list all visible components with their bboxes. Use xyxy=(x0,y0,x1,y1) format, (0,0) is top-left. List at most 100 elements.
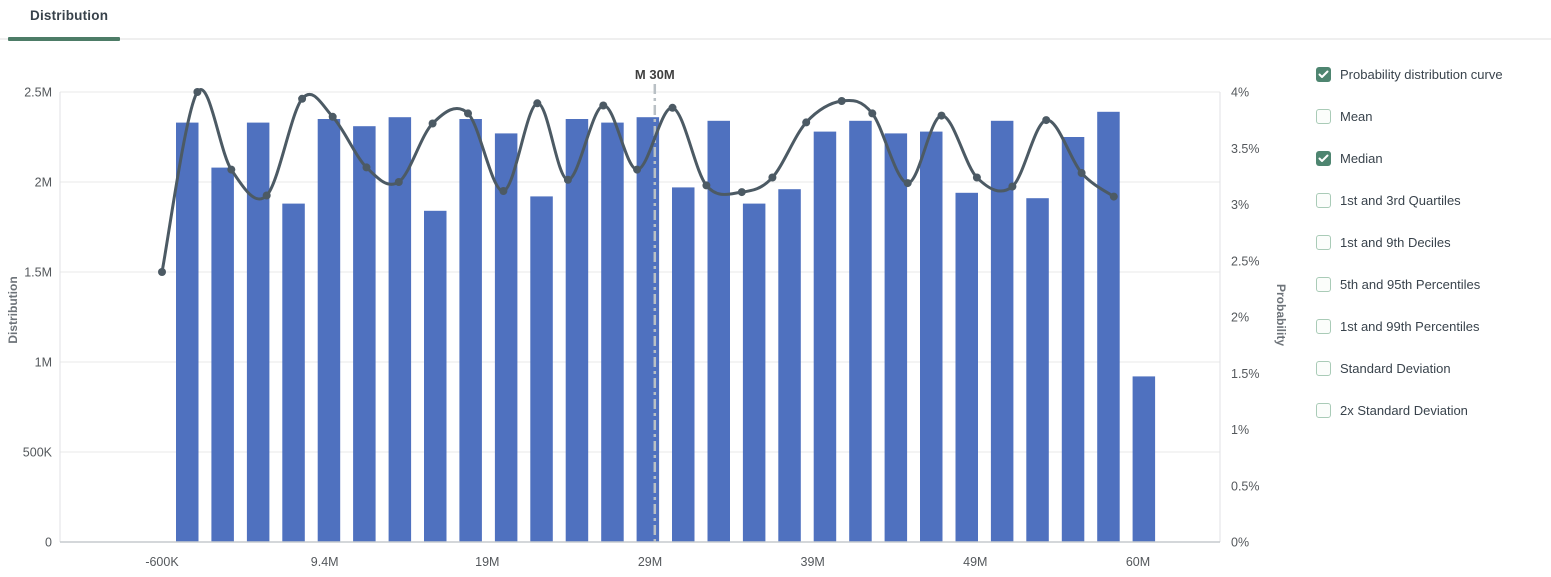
x-tick-label: 60M xyxy=(1126,555,1150,569)
legend-item[interactable]: 5th and 95th Percentiles xyxy=(1316,276,1503,292)
histogram-bar xyxy=(282,203,305,542)
legend-item-label: 1st and 9th Deciles xyxy=(1340,234,1451,250)
x-tick-label: 29M xyxy=(638,555,662,569)
legend-item[interactable]: 1st and 99th Percentiles xyxy=(1316,318,1503,334)
histogram-bar xyxy=(176,122,199,542)
y-right-tick-label: 0.5% xyxy=(1231,479,1260,493)
checkbox-unchecked-icon[interactable] xyxy=(1316,402,1331,418)
checkbox-unchecked-icon[interactable] xyxy=(1316,108,1331,124)
distribution-chart: M 30M 0 500K 1M 1.5M 2M 2.5M 0% 0.5% 1% 1.5% 2% 2.5%… xyxy=(23,67,1260,569)
legend-item-label: Standard Deviation xyxy=(1340,360,1451,376)
y-axis-title-probability: Probability xyxy=(1274,283,1288,346)
active-tab-underline xyxy=(8,37,120,41)
legend-item-label: 1st and 99th Percentiles xyxy=(1340,318,1480,334)
y-right-tick-label: 3% xyxy=(1231,198,1249,212)
curve-point xyxy=(633,165,642,174)
curve-point xyxy=(1077,169,1086,177)
histogram-bar xyxy=(955,192,978,543)
histogram-bar xyxy=(211,167,234,542)
checkbox-unchecked-icon[interactable] xyxy=(1316,318,1331,334)
histogram-bar xyxy=(494,133,518,542)
legend-item-label: 2x Standard Deviation xyxy=(1340,402,1468,418)
histogram-bar xyxy=(707,120,730,543)
y-right-tick-label: 1% xyxy=(1231,423,1249,437)
curve-point xyxy=(193,88,202,96)
legend-item[interactable]: 1st and 9th Deciles xyxy=(1316,234,1503,250)
legend-item[interactable]: Probability distribution curve xyxy=(1316,66,1503,82)
y-left-tick-label: 1.5M xyxy=(24,266,52,280)
checkbox-checked-icon[interactable] xyxy=(1316,66,1331,82)
curve-point xyxy=(768,173,777,182)
curve-point xyxy=(802,118,811,127)
legend-item[interactable]: 1st and 3rd Quartiles xyxy=(1316,192,1503,208)
legend-item-label: Mean xyxy=(1340,108,1373,124)
checkbox-checked-icon[interactable] xyxy=(1316,150,1331,166)
histogram-bar xyxy=(459,119,482,542)
histogram-bar xyxy=(565,119,589,542)
y-right-tick-label: 0% xyxy=(1231,536,1249,550)
curve-point xyxy=(1042,116,1051,125)
histogram-bar xyxy=(424,210,447,543)
histogram-bar xyxy=(813,131,837,542)
histogram-bar xyxy=(317,119,341,542)
histogram-bar xyxy=(778,189,801,542)
curve-point xyxy=(737,188,746,197)
curve-point xyxy=(227,165,236,174)
y-axis-title-distribution: Distribution xyxy=(6,276,20,344)
histogram-bar xyxy=(1026,198,1049,542)
histogram-bar xyxy=(920,131,943,542)
checkbox-unchecked-icon[interactable] xyxy=(1316,276,1331,292)
curve-point xyxy=(394,178,403,186)
check-icon xyxy=(1318,70,1329,78)
histogram-bar xyxy=(388,117,412,542)
histogram-bar xyxy=(353,126,376,542)
curve-point xyxy=(328,112,337,121)
tab-distribution[interactable]: Distribution xyxy=(30,8,109,23)
y-left-tick-label: 2.5M xyxy=(24,86,52,100)
checkbox-unchecked-icon[interactable] xyxy=(1316,192,1331,208)
y-right-tick-label: 1.5% xyxy=(1231,367,1260,381)
legend-item[interactable]: 2x Standard Deviation xyxy=(1316,402,1503,418)
y-left-tick-label: 1M xyxy=(35,356,52,370)
curve-point xyxy=(702,181,711,190)
checkbox-unchecked-icon[interactable] xyxy=(1316,360,1331,376)
curve-point xyxy=(428,119,437,128)
y-left-tick-label: 500K xyxy=(23,446,53,460)
curve-point xyxy=(1008,182,1017,191)
curve-point xyxy=(868,109,877,118)
curve-point xyxy=(158,268,166,276)
checkbox-unchecked-icon[interactable] xyxy=(1316,234,1331,250)
legend-item-label: Median xyxy=(1340,150,1383,166)
histogram-bar xyxy=(1061,137,1085,542)
curve-point xyxy=(464,109,472,118)
curve-point xyxy=(262,191,271,200)
histogram-bar xyxy=(849,120,872,543)
histogram-bar xyxy=(990,120,1014,543)
legend-item-label: 1st and 3rd Quartiles xyxy=(1340,192,1461,208)
y-left-tick-label: 0 xyxy=(45,536,52,550)
histogram-bar xyxy=(601,122,624,542)
y-left-tick-label: 2M xyxy=(35,176,52,190)
histogram-bar xyxy=(246,122,270,542)
legend-item[interactable]: Median xyxy=(1316,150,1503,166)
y-right-tick-label: 2.5% xyxy=(1231,254,1260,268)
histogram-bar xyxy=(1097,111,1120,543)
curve-point xyxy=(1109,192,1118,201)
curve-point xyxy=(599,101,608,110)
legend-item[interactable]: Standard Deviation xyxy=(1316,360,1503,376)
x-tick-label: 49M xyxy=(963,555,987,569)
x-tick-label: 9.4M xyxy=(311,555,339,569)
check-icon xyxy=(1318,154,1329,162)
curve-point xyxy=(533,99,542,108)
curve-point xyxy=(972,173,981,182)
curve-point xyxy=(298,94,307,103)
curve-point xyxy=(563,175,572,184)
legend-item-label: Probability distribution curve xyxy=(1340,66,1503,82)
median-label: M 30M xyxy=(635,67,675,82)
legend-item[interactable]: Mean xyxy=(1316,108,1503,124)
curve-point xyxy=(499,187,508,195)
y-right-tick-label: 2% xyxy=(1231,311,1249,325)
legend: Probability distribution curve Mean Median… xyxy=(1316,66,1503,444)
x-tick-label: 39M xyxy=(801,555,825,569)
